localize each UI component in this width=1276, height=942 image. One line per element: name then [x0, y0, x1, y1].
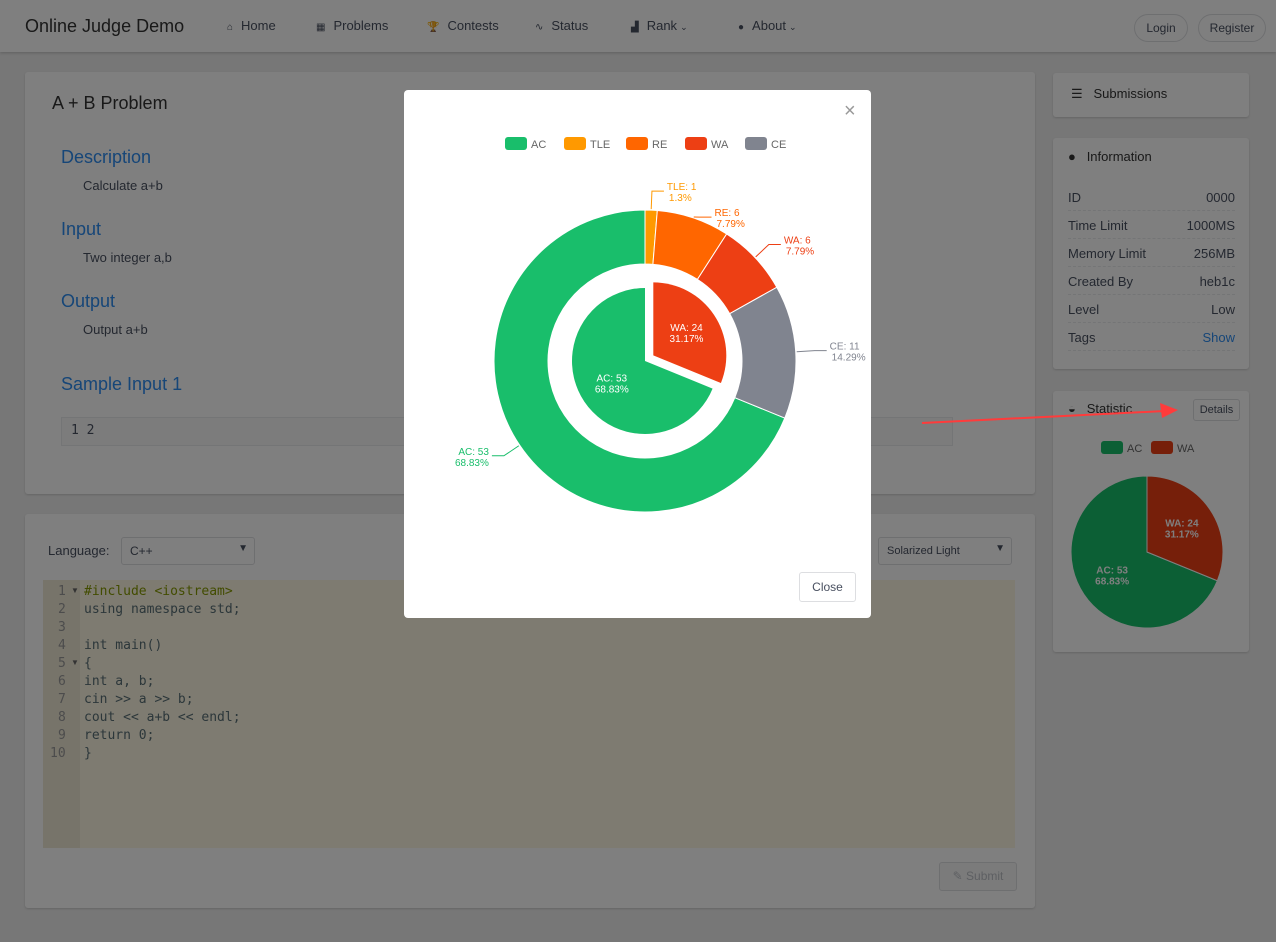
close-icon[interactable]: × — [844, 100, 856, 122]
close-button[interactable]: Close — [799, 572, 856, 602]
legend-swatch — [745, 137, 767, 150]
slice-percent: 7.79% — [717, 219, 745, 230]
legend-swatch — [626, 137, 648, 150]
slice-percent: 7.79% — [786, 247, 814, 258]
legend-label: AC — [531, 139, 546, 151]
leader-line — [755, 244, 781, 258]
slice-percent: 1.3% — [669, 193, 692, 204]
inner-slice — [572, 288, 713, 434]
inner-slice — [653, 282, 727, 384]
legend-label: RE — [652, 139, 667, 151]
legend-label: TLE — [590, 139, 610, 151]
legend-label: CE — [771, 139, 786, 151]
slice-percent: 68.83% — [455, 458, 489, 469]
arrow-line — [921, 410, 1166, 424]
leader-line — [650, 190, 664, 210]
slice-label: TLE: 1 — [667, 182, 697, 193]
inner-label: WA: 24 — [670, 323, 703, 334]
inner-percent: 31.17% — [670, 334, 704, 345]
leader-line — [796, 350, 827, 353]
legend-swatch — [685, 137, 707, 150]
leader-line — [491, 445, 520, 457]
modal: AC TLE RE WA CE AC: 53 68.83% TLE: 1 1.3% RE: 6 7.… — [404, 90, 871, 618]
ring-slice — [493, 209, 786, 513]
ring-slice — [728, 286, 797, 419]
legend-label: WA — [711, 139, 729, 151]
slice-label: WA: 6 — [784, 236, 811, 247]
slice-percent: 14.29% — [832, 353, 866, 364]
slice-label: RE: 6 — [715, 208, 740, 219]
slice-label: CE: 11 — [830, 342, 860, 353]
legend-swatch — [505, 137, 527, 150]
legend-swatch — [564, 137, 586, 150]
arrow-head — [1160, 403, 1178, 418]
inner-percent: 68.83% — [595, 384, 629, 395]
inner-label: AC: 53 — [597, 373, 628, 384]
slice-label: AC: 53 — [458, 447, 489, 458]
